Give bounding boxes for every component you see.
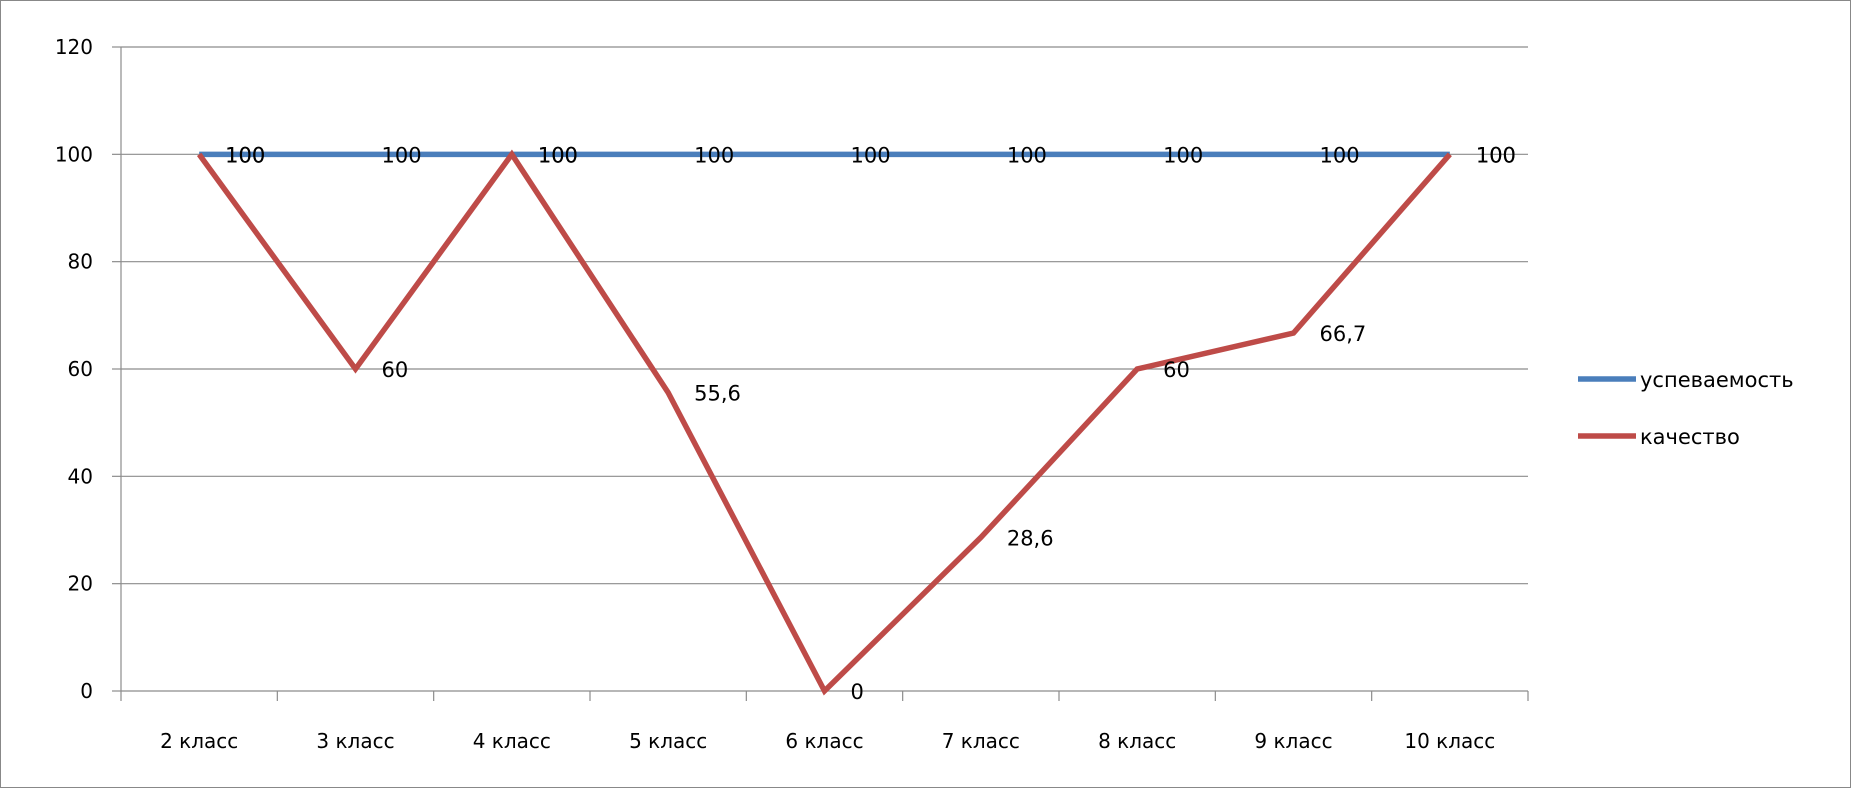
legend-label-uspevaemost: успеваемость [1640, 368, 1794, 392]
x-tick-label: 10 класс [1404, 729, 1495, 753]
data-label-uspevaemost: 100 [225, 143, 265, 167]
x-tick-label: 4 класс [473, 729, 551, 753]
axes: 0 20 40 60 80 100 120 2 класс 3 класс 4 класс 5 кл… [55, 35, 1529, 753]
x-tick-label: 3 класс [316, 729, 394, 753]
y-tick-label: 20 [68, 572, 93, 596]
x-tick-label: 5 класс [629, 729, 707, 753]
y-tick-label: 60 [68, 357, 93, 381]
y-tick-label: 80 [68, 250, 93, 274]
y-tick-label: 120 [55, 35, 93, 59]
data-label-kachestvo: 28,6 [1007, 527, 1054, 551]
data-label-uspevaemost: 100 [538, 143, 578, 167]
data-label-kachestvo: 55,6 [694, 382, 741, 406]
gridlines [121, 46, 1528, 585]
data-label-uspevaemost: 100 [851, 143, 891, 167]
x-tick-label: 7 класс [942, 729, 1020, 753]
data-labels: 100 100 100 100 100 100 100 100 1001006010055,60… [225, 143, 1516, 704]
y-tick-label: 40 [68, 464, 93, 488]
data-label-kachestvo: 66,7 [1320, 322, 1367, 346]
data-label-uspevaemost: 100 [1163, 143, 1203, 167]
data-label-uspevaemost: 100 [1320, 143, 1360, 167]
data-label-kachestvo: 100 [1476, 143, 1516, 167]
data-label-uspevaemost: 100 [1476, 143, 1516, 167]
x-tick-label: 8 класс [1098, 729, 1176, 753]
data-label-uspevaemost: 100 [1007, 143, 1047, 167]
data-label-kachestvo: 100 [538, 143, 578, 167]
x-tick-label: 9 класс [1254, 729, 1332, 753]
data-label-kachestvo: 0 [851, 680, 864, 704]
y-tick-label: 100 [55, 142, 93, 166]
x-tick-label: 6 класс [785, 729, 863, 753]
data-label-kachestvo: 60 [382, 358, 409, 382]
series-line-kachestvo [196, 149, 1452, 696]
data-label-uspevaemost: 100 [694, 143, 734, 167]
legend-label-kachestvo: качество [1640, 425, 1740, 449]
data-label-uspevaemost: 100 [382, 143, 422, 167]
x-tick-label: 2 класс [160, 729, 238, 753]
data-label-kachestvo: 60 [1163, 358, 1190, 382]
y-tick-label: 0 [80, 679, 93, 703]
legend: успеваемость качество [1578, 368, 1794, 449]
series-lines [196, 149, 1452, 696]
data-label-kachestvo: 100 [225, 143, 265, 167]
